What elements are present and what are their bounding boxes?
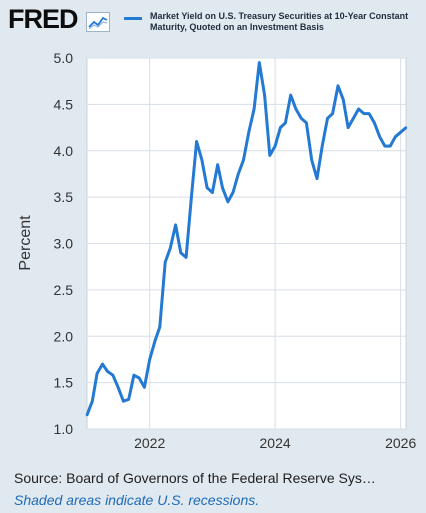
data-point xyxy=(258,61,261,64)
data-point xyxy=(163,260,167,264)
data-point xyxy=(300,117,303,120)
data-point xyxy=(116,386,120,389)
data-point xyxy=(231,191,235,194)
data-point xyxy=(284,121,287,125)
data-point xyxy=(179,251,182,254)
data-point xyxy=(101,362,104,366)
data-point xyxy=(211,191,214,194)
data-point xyxy=(268,154,271,157)
data-point xyxy=(247,131,251,134)
data-point xyxy=(132,374,136,377)
data-point xyxy=(106,370,109,373)
data-point xyxy=(352,117,355,120)
legend-swatch xyxy=(124,17,142,20)
data-point xyxy=(122,399,125,403)
data-point xyxy=(153,339,157,343)
data-point xyxy=(158,325,162,329)
x-tick-label: 2024 xyxy=(260,435,291,451)
source-note: Source: Board of Governors of the Federa… xyxy=(14,470,376,486)
data-point xyxy=(346,126,350,129)
data-point xyxy=(383,144,387,148)
data-point xyxy=(357,107,360,111)
y-tick-label: 3.0 xyxy=(54,236,74,252)
data-point xyxy=(273,144,277,148)
data-point xyxy=(289,93,292,97)
data-point xyxy=(216,163,219,166)
data-point xyxy=(138,376,141,380)
y-tick-label: 3.5 xyxy=(54,189,74,205)
x-tick-label: 2026 xyxy=(385,435,416,451)
y-tick-label: 2.5 xyxy=(54,282,74,298)
data-point xyxy=(399,131,402,134)
chart-header: FRED Market Yield on U.S. Treasury Secur… xyxy=(0,0,426,44)
data-point xyxy=(404,126,408,129)
data-point xyxy=(169,246,172,250)
data-point xyxy=(310,158,313,162)
data-point xyxy=(362,112,366,115)
data-point xyxy=(331,112,334,115)
data-point xyxy=(320,144,324,148)
data-point xyxy=(195,140,198,143)
data-point xyxy=(373,121,376,125)
line-chart: 1.0 1.5 2.0 2.5 3.0 3.5 4.0 4.5 5.0 2022 2024 2026… xyxy=(17,50,416,451)
y-axis-ticks: 1.0 1.5 2.0 2.5 3.0 3.5 4.0 4.5 5.0 xyxy=(54,50,74,437)
data-point xyxy=(190,195,193,199)
y-tick-label: 4.5 xyxy=(54,96,74,112)
data-point xyxy=(294,107,298,111)
data-point xyxy=(143,386,146,389)
x-axis-ticks: 2022 2024 2026 xyxy=(134,435,416,451)
legend-series-label: Market Yield on U.S. Treasury Securities… xyxy=(150,11,409,32)
data-point xyxy=(226,200,230,203)
y-tick-label: 5.0 xyxy=(54,50,74,66)
series-layer xyxy=(85,61,408,417)
data-point xyxy=(85,413,89,417)
data-point xyxy=(174,223,177,227)
data-point xyxy=(127,398,130,401)
series-line[interactable] xyxy=(85,61,407,416)
data-point xyxy=(252,107,256,111)
data-point xyxy=(315,177,319,180)
data-point xyxy=(148,358,151,361)
data-point xyxy=(378,135,381,139)
data-point xyxy=(279,126,282,129)
y-tick-label: 1.0 xyxy=(54,421,74,437)
x-tick-label: 2022 xyxy=(134,435,165,451)
data-point xyxy=(367,112,371,115)
data-point xyxy=(237,172,240,176)
y-tick-label: 4.0 xyxy=(54,143,74,159)
data-point xyxy=(305,121,308,125)
data-point xyxy=(326,117,329,120)
data-point xyxy=(336,84,340,88)
data-point xyxy=(263,93,266,97)
data-point xyxy=(111,374,115,377)
data-point xyxy=(205,186,209,190)
data-point xyxy=(342,98,345,101)
data-point xyxy=(221,186,224,190)
data-point xyxy=(388,144,392,148)
data-point xyxy=(394,135,397,139)
data-point xyxy=(242,158,245,162)
y-tick-label: 1.5 xyxy=(54,375,74,391)
fred-chart-icon xyxy=(86,12,110,32)
recession-note: Shaded areas indicate U.S. recessions. xyxy=(14,492,260,508)
data-point xyxy=(91,399,94,403)
y-axis-label: Percent xyxy=(17,215,34,271)
data-point xyxy=(95,372,99,375)
y-tick-label: 2.0 xyxy=(54,328,74,344)
fred-logo[interactable]: FRED xyxy=(8,4,78,34)
data-point xyxy=(200,158,204,162)
data-point xyxy=(184,256,188,259)
